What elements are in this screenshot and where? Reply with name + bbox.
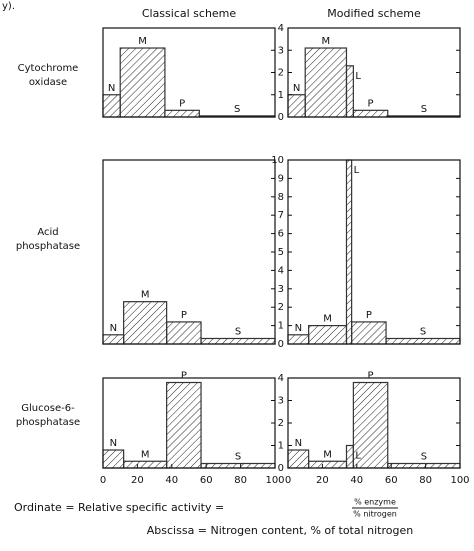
- y-tick-label: 9: [278, 173, 284, 184]
- bar: [287, 94, 306, 118]
- bar: [102, 334, 125, 345]
- row-label: Cytochrome: [18, 63, 79, 74]
- ordinate-note: Ordinate = Relative specific activity =: [14, 501, 224, 514]
- bar: [166, 321, 202, 345]
- bar: [308, 460, 348, 469]
- bar: [200, 337, 276, 345]
- bar-label: N: [110, 323, 117, 334]
- fragment: y).: [2, 1, 15, 12]
- x-tick-label: 20: [131, 475, 144, 486]
- x-tick-label: 80: [419, 475, 432, 486]
- bar: [102, 449, 125, 469]
- bar: [352, 109, 389, 118]
- bar-label: N: [108, 83, 115, 94]
- x-tick-label: 100: [450, 475, 469, 486]
- y-tick-label: 3: [278, 284, 284, 295]
- ordinate-numerator: % enzyme: [354, 498, 396, 507]
- row-label: oxidase: [29, 77, 67, 88]
- bar-label: S: [235, 452, 241, 463]
- y-tick-label: 4: [278, 373, 284, 384]
- y-tick-label: 0: [278, 339, 284, 350]
- y-tick-label: 1: [278, 90, 284, 101]
- bar: [164, 109, 200, 118]
- y-tick-label: 6: [278, 229, 284, 240]
- bar: [345, 444, 354, 469]
- bar-label: M: [141, 290, 150, 301]
- bar: [351, 321, 387, 345]
- x-tick-label: 20: [316, 475, 329, 486]
- x-tick-label: 60: [385, 475, 398, 486]
- bar-label: P: [368, 98, 374, 109]
- column-title: Modified scheme: [327, 7, 421, 20]
- y-tick-label: 10: [271, 155, 284, 166]
- bar: [119, 47, 166, 118]
- bar: [200, 462, 276, 469]
- bar-label: S: [421, 104, 427, 115]
- y-tick-label: 4: [278, 23, 284, 34]
- bar-label: P: [179, 98, 185, 109]
- y-tick-label: 2: [278, 68, 284, 79]
- bar: [287, 334, 310, 345]
- bar-label: L: [354, 165, 360, 176]
- row-label: Acid: [37, 227, 58, 238]
- y-tick-label: 7: [278, 210, 284, 221]
- bar: [345, 65, 354, 118]
- y-tick-label: 2: [278, 418, 284, 429]
- y-tick-label: 3: [278, 396, 284, 407]
- ordinate-denominator: % nitrogen: [353, 510, 397, 519]
- x-tick-label: 0: [285, 475, 291, 486]
- bar-label: P: [366, 310, 372, 321]
- bar-label: S: [235, 326, 241, 337]
- x-tick-label: 40: [350, 475, 363, 486]
- bar: [123, 460, 168, 469]
- bar: [166, 381, 202, 469]
- bar-label: M: [323, 314, 332, 325]
- row-label: Glucose-6-: [21, 403, 75, 414]
- row-label: phosphatase: [16, 241, 80, 252]
- bar: [304, 47, 348, 118]
- bar: [352, 381, 389, 469]
- bar: [345, 159, 353, 345]
- y-tick-label: 3: [278, 45, 284, 56]
- bar-label: N: [295, 438, 302, 449]
- bar: [387, 462, 461, 469]
- bar-label: P: [181, 371, 187, 382]
- x-tick-label: 100: [265, 475, 284, 486]
- bar: [102, 94, 121, 118]
- bar: [308, 325, 348, 345]
- bar-label: N: [295, 323, 302, 334]
- bar: [287, 449, 310, 469]
- y-tick-label: 2: [278, 302, 284, 313]
- bar-label: M: [138, 36, 147, 47]
- abscissa-note: Abscissa = Nitrogen content, % of total …: [147, 524, 413, 537]
- x-tick-label: 80: [234, 475, 247, 486]
- y-tick-label: 0: [278, 463, 284, 474]
- bar-label: N: [110, 438, 117, 449]
- bar-label: P: [368, 371, 374, 382]
- y-tick-label: 1: [278, 321, 284, 332]
- bar: [385, 337, 461, 345]
- x-tick-label: 0: [100, 475, 106, 486]
- bar: [123, 301, 168, 345]
- bar-label: M: [141, 449, 150, 460]
- panel-frame: [287, 159, 461, 345]
- bar-label: M: [323, 449, 332, 460]
- y-tick-label: 0: [278, 112, 284, 123]
- x-tick-label: 40: [165, 475, 178, 486]
- bar-label: S: [234, 104, 240, 115]
- bar-label: M: [322, 36, 331, 47]
- bar-label: L: [355, 71, 361, 82]
- row-label: phosphatase: [16, 417, 80, 428]
- bar-label: S: [420, 326, 426, 337]
- y-tick-label: 1: [278, 441, 284, 452]
- bar-label: P: [181, 310, 187, 321]
- y-tick-label: 4: [278, 265, 284, 276]
- bar-label: N: [293, 83, 300, 94]
- y-tick-label: 8: [278, 192, 284, 203]
- column-title: Classical scheme: [142, 7, 237, 20]
- y-tick-label: 5: [278, 247, 284, 258]
- bar-label: S: [421, 452, 427, 463]
- x-tick-label: 60: [200, 475, 213, 486]
